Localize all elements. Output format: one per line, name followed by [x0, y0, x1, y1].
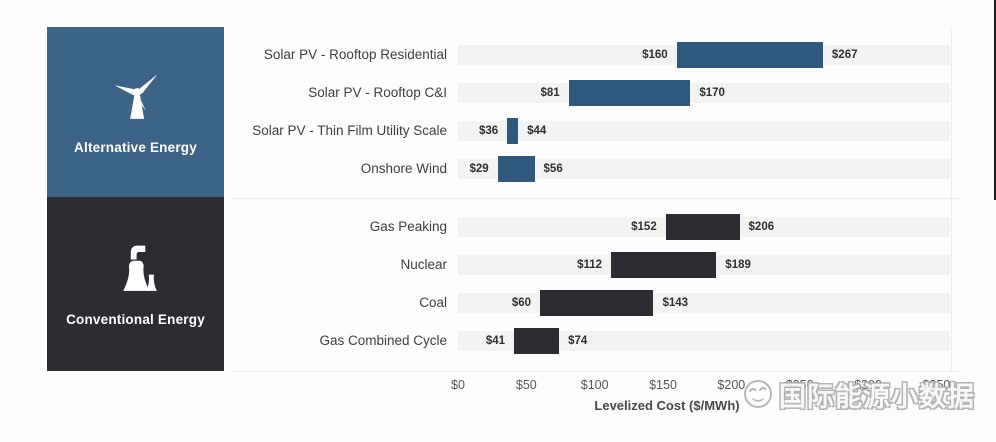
low-value-label: $60 — [511, 297, 531, 309]
high-value-label: $267 — [831, 49, 858, 61]
high-value-label: $189 — [725, 259, 751, 271]
wind-turbine-icon — [114, 74, 157, 119]
x-tick-label: $250 — [785, 378, 814, 392]
high-value-label: $206 — [748, 221, 775, 233]
plot-bottom-divider — [232, 371, 960, 372]
category-label: Gas Combined Cycle — [319, 333, 447, 348]
low-value-label: $36 — [479, 125, 499, 137]
low-value-label: $112 — [577, 259, 603, 271]
category-label: Solar PV - Rooftop C&I — [308, 85, 447, 100]
high-value-label: $56 — [543, 163, 563, 175]
high-value-label: $44 — [527, 125, 547, 137]
x-tick-label: $350 — [922, 378, 951, 392]
category-label: Solar PV - Rooftop Residential — [263, 47, 447, 62]
range-bar — [676, 42, 823, 68]
watermark: 国际能源小数据 — [740, 375, 975, 413]
low-value-label: $29 — [469, 163, 489, 175]
low-value-label: $81 — [540, 87, 560, 99]
x-tick-label: $200 — [717, 378, 746, 392]
watermark-text: 国际能源小数据 — [779, 381, 975, 413]
panel-conventional-energy: Conventional Energy — [47, 197, 224, 371]
panel-alternative-energy: Alternative Energy — [47, 27, 224, 197]
group-title-alternative: Alternative Energy — [74, 140, 197, 155]
category-label: Gas Peaking — [369, 219, 447, 234]
plot-right-border — [951, 30, 952, 371]
x-axis-title: Levelized Cost ($/MWh) — [594, 398, 740, 413]
high-value-label: $143 — [662, 297, 689, 309]
high-value-label: $170 — [699, 87, 725, 99]
x-tick-label: $300 — [854, 378, 882, 392]
x-tick-label: $0 — [451, 378, 465, 392]
low-value-label: $160 — [642, 49, 668, 61]
range-bar — [497, 156, 535, 182]
bar-track — [458, 293, 950, 313]
group-title-conventional: Conventional Energy — [66, 312, 205, 327]
section-divider — [232, 198, 960, 199]
range-bar — [665, 214, 740, 240]
bird-face-icon — [744, 380, 772, 408]
range-bar — [514, 328, 560, 354]
low-value-label: $152 — [631, 221, 657, 233]
bar-track — [458, 159, 950, 179]
x-tick-label: $50 — [515, 378, 537, 392]
category-label: Onshore Wind — [360, 161, 447, 176]
category-label: Nuclear — [400, 257, 447, 272]
range-bar — [568, 80, 691, 106]
low-value-label: $41 — [485, 335, 506, 347]
bar-track — [458, 331, 950, 351]
range-bar — [540, 290, 654, 316]
bar-track — [458, 121, 950, 141]
x-tick-label: $100 — [580, 378, 609, 392]
high-value-label: $74 — [568, 335, 588, 347]
power-plant-icon — [122, 245, 157, 291]
range-bar — [611, 252, 717, 278]
screen-edge-artifact — [994, 0, 996, 200]
category-label: Coal — [419, 295, 447, 310]
range-bar — [507, 118, 519, 144]
x-tick-label: $150 — [649, 378, 677, 392]
category-label: Solar PV - Thin Film Utility Scale — [252, 123, 447, 138]
